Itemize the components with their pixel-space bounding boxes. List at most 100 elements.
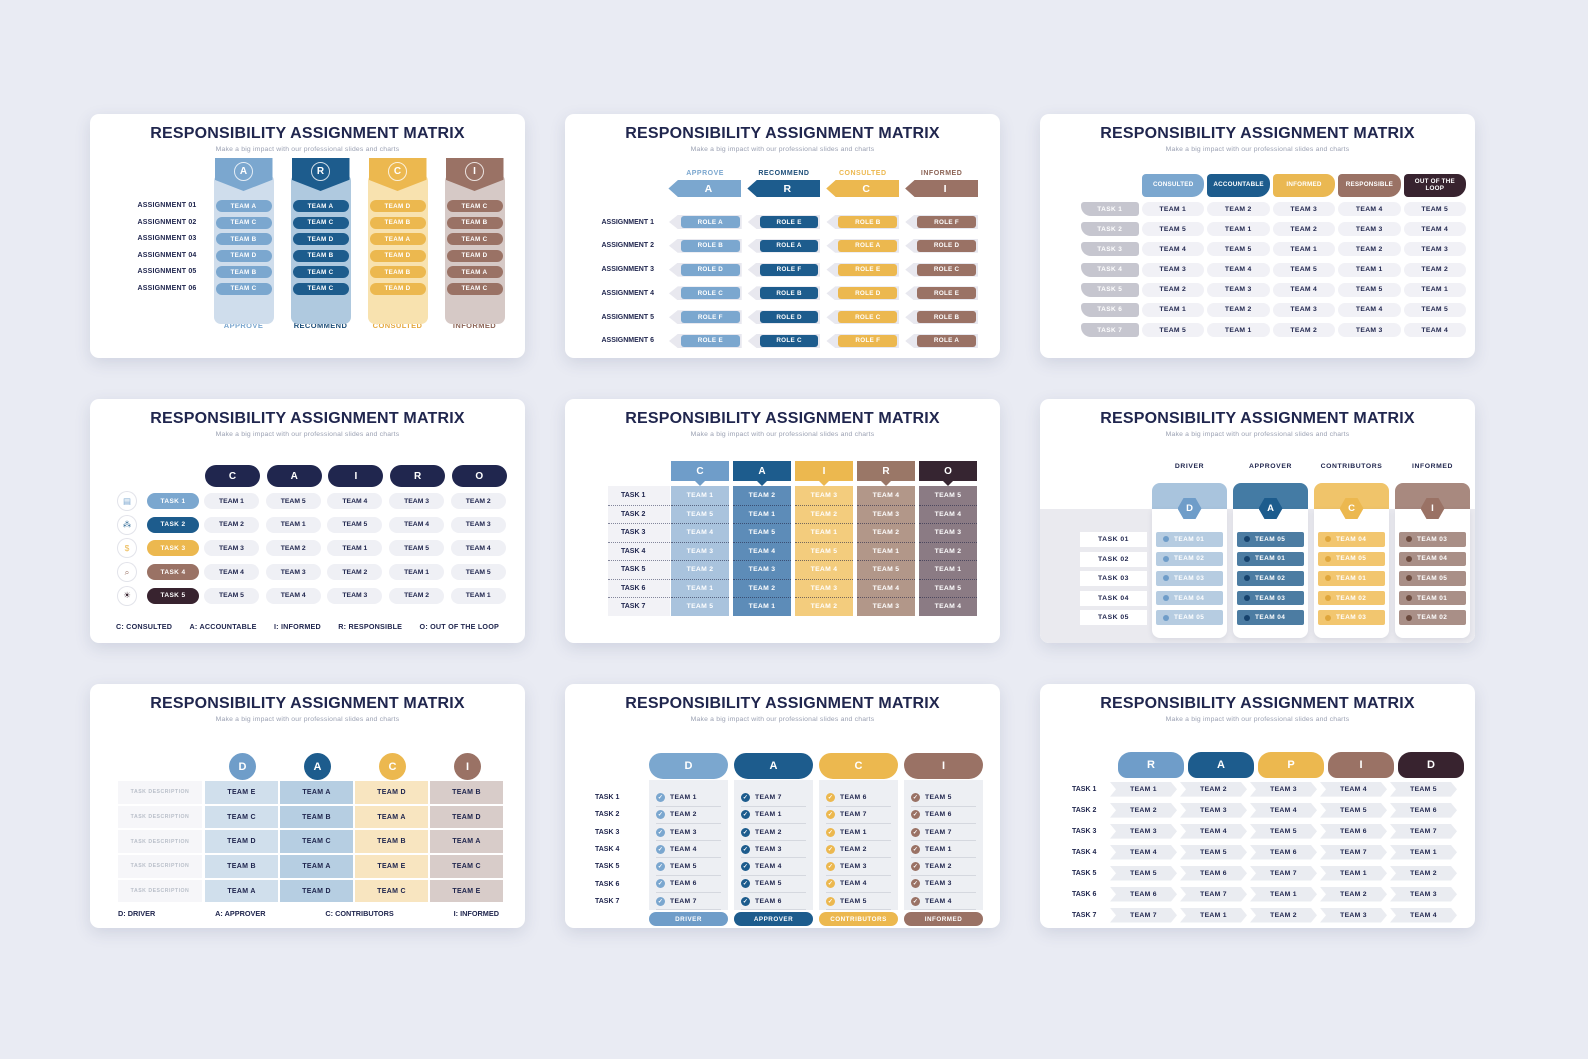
dollar-coin-icon: $ [118,539,136,558]
team-label: TEAM 02 [1255,574,1286,582]
check-icon: ✓ [911,879,920,889]
team-pill: TEAM A [215,200,272,212]
matrix-row: ASSIGNMENT 1 ROLE A ROLE E ROLE B ROLE F [589,215,984,229]
team-strip: TEAM 02 [1237,571,1304,586]
bullet-dot-icon [1406,536,1412,543]
team-cell: ✓ TEAM 3 [911,876,976,894]
team-cell: TEAM 4 [1207,262,1270,277]
column-driver: D ✓ TEAM 1 ✓ TEAM 2 ✓ TEAM 3 ✓ TEAM 4 ✓ TEAM 5 ✓ TE… [649,753,728,926]
bullet-dot-icon [1244,595,1250,602]
team-pill: TEAM D [215,249,272,262]
task-label: TASK 2 [1072,806,1097,814]
role-pill: ROLE D [838,287,898,300]
team-cell: TEAM D [205,830,278,854]
team-cell: TEAM 3 [1272,302,1336,317]
team-strip: TEAM 05 [1237,532,1304,547]
team-label: TEAM 2 [925,863,952,871]
team-cell: TEAM 3 [204,540,259,557]
task-description-label: TASK DESCRIPTION [118,805,202,829]
slide-header: RESPONSIBILITY ASSIGNMENT MATRIX Make a … [1040,684,1475,723]
check-icon: ✓ [826,827,835,837]
team-label: TEAM 01 [1417,594,1448,602]
team-strip: TEAM 05 [1156,610,1223,625]
legend-item: I: INFORMED [273,622,321,631]
team-cell: TEAM 4 [671,523,729,542]
idea-sun-icon: ☀ [118,586,136,605]
role-label: DRIVER [1174,463,1205,470]
team-label: TEAM 2 [670,811,697,819]
task-description-label: TASK DESCRIPTION [118,855,202,878]
column-letter: R [857,461,915,481]
team-cell: TEAM 2 [733,578,791,597]
team-label: TEAM 01 [1255,555,1286,563]
team-cell: TEAM 2 [795,504,853,523]
team-cell: ✓ TEAM 5 [656,858,721,876]
team-cell: ✓ TEAM 4 [741,858,806,876]
team-cell: TEAM 4 [204,564,259,581]
team-label: TEAM 5 [925,793,952,801]
team-label: TEAM 7 [925,828,952,836]
header-consulted: CONSULTED [1142,174,1205,197]
role-cell: ROLE F [905,215,978,229]
role-pill: ROLE F [680,311,740,324]
team-cell: TEAM C [430,855,503,878]
column-banner: I [445,158,504,191]
column-background [444,174,505,324]
team-cell: TEAM 5 [919,578,977,597]
slide-subtitle: Make a big impact with our professional … [690,430,875,438]
team-cell: TEAM 2 [1141,282,1205,297]
role-cell: ROLE C [747,333,821,348]
team-label: TEAM 1 [840,828,867,836]
matrix-row: TASK 7 TEAM 5 TEAM 1 TEAM 2 TEAM 3 TEAM … [1081,323,1469,338]
column-strip: ✓ TEAM 6 ✓ TEAM 7 ✓ TEAM 1 ✓ TEAM 2 ✓ TEAM 3 ✓ TEAM… [819,780,898,911]
column-letter: A [734,753,813,780]
bullet-dot-icon [1244,614,1250,621]
team-cell: TEAM B [280,805,353,829]
team-cell: TEAM 5 [389,540,445,557]
team-cell: TEAM 1 [1141,302,1205,317]
check-icon: ✓ [656,844,665,854]
column-letter: O [919,461,977,481]
team-label: TEAM 05 [1336,555,1367,563]
team-cell: TEAM 3 [795,486,853,505]
team-cell: TEAM 1 [671,486,729,505]
legend-item: C: CONSULTED [116,622,173,631]
task-label: TASK 1 [608,486,670,505]
matrix-row: TASK DESCRIPTION TEAM B TEAM A TEAM E TE… [118,855,505,878]
team-label: TEAM 1 [670,793,697,801]
team-cell: TEAM 2 [1110,803,1177,818]
team-cell: TEAM 7 [1110,908,1177,923]
role-cell: ROLE B [826,215,900,229]
slide-header: RESPONSIBILITY ASSIGNMENT MATRIX Make a … [565,684,1000,723]
team-label: TEAM 02 [1417,614,1448,622]
team-strip: TEAM 04 [1156,590,1223,606]
team-strip: TEAM 03 [1399,532,1466,547]
column-letter: I [904,753,983,780]
column-headers: CONSULTED ACCOUNTABLE INFORMED RESPONSIB… [1142,174,1469,197]
column-contributors: C ✓ TEAM 6 ✓ TEAM 7 ✓ TEAM 1 ✓ TEAM 2 ✓ TEAM 3 ✓ TE… [819,753,898,926]
team-pill: TEAM C [215,282,272,295]
column-letter-tabs: R A P I D [1118,752,1468,778]
column-letter-pills: C A I R O [205,465,513,487]
slide-subtitle: Make a big impact with our professional … [690,715,875,723]
column-informed: I ✓ TEAM 5 ✓ TEAM 6 ✓ TEAM 7 ✓ TEAM 1 ✓ TEAM 2 ✓ TE… [904,753,983,926]
column-approver: A ✓ TEAM 7 ✓ TEAM 1 ✓ TEAM 2 ✓ TEAM 3 ✓ TEAM 4 ✓ TE… [734,753,813,926]
team-pill: TEAM C [446,233,503,245]
role-pill: ROLE E [759,216,819,228]
team-label: TEAM 01 [1336,574,1367,582]
column-o: O TEAM 5 TEAM 4 TEAM 3 TEAM 2 TEAM 1 TEAM 5 TE… [919,461,977,616]
team-cell: TEAM 1 [389,564,445,581]
presentation-icon: ▤ [118,492,136,510]
team-cell: TEAM 3 [733,560,791,579]
matrix-row: TASK 5 TEAM 2 TEAM 3 TEAM 4 TEAM 5 TEAM … [1081,282,1469,297]
hexagon-letter: D [1177,498,1202,519]
task-pill: TASK 5 [147,587,199,604]
bullet-dot-icon [1163,614,1169,621]
letter-banner: C [826,180,900,197]
team-cell: TEAM D [430,805,503,829]
team-cell: TEAM 4 [1141,242,1205,257]
task-label: TASK 6 [1072,890,1097,898]
team-cell: TEAM 2 [857,523,915,542]
slide-subtitle: Make a big impact with our professional … [215,430,400,438]
